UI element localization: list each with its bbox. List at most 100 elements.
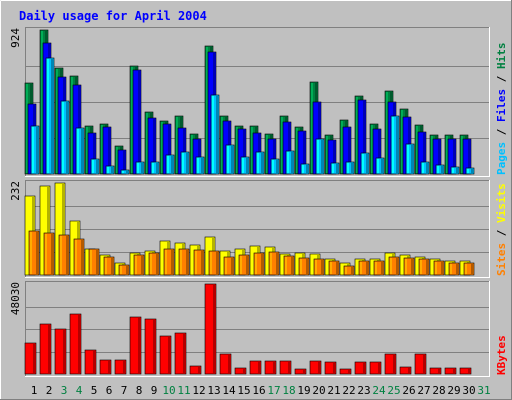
bar-sites-fill [103, 256, 115, 276]
bar-sites-fill [58, 234, 70, 276]
bar-hits-highlight [281, 117, 283, 173]
bar-sites-shadow [156, 254, 158, 274]
bar-files-highlight [344, 128, 346, 173]
bar-sites-fill [73, 238, 85, 276]
bar-pages-day-23 [360, 152, 370, 175]
bar-sites-highlight [225, 258, 227, 274]
bar-files-highlight [389, 103, 391, 173]
bar-files-shadow [423, 133, 425, 173]
bar-sites-fill [133, 254, 145, 276]
x-tick-label: 1 [31, 384, 38, 397]
bar-visits-highlight [71, 222, 73, 274]
bar-pages-day-4 [75, 127, 85, 175]
bar-kbytes-fill [459, 367, 472, 375]
bar-pages-day-2 [45, 57, 55, 175]
bar-kbytes-highlight [311, 362, 313, 373]
x-tick-label: 15 [237, 384, 250, 397]
bar-kbytes-shadow [93, 351, 95, 373]
bar-hits-highlight [446, 136, 448, 173]
bar-pages-day-21 [330, 162, 340, 175]
bar-pages-day-12 [195, 156, 205, 175]
bar-files-highlight [314, 103, 316, 173]
x-tick-label: 12 [192, 384, 205, 397]
bar-kbytes-day-8 [129, 316, 142, 375]
bar-pages-shadow [141, 163, 143, 173]
bar-pages-highlight [92, 160, 94, 173]
bar-sites-highlight [330, 262, 332, 274]
bar-files-shadow [123, 151, 125, 173]
bar-files-shadow [318, 103, 320, 173]
bar-files-shadow [363, 101, 365, 173]
bar-files-shadow [108, 128, 110, 173]
bar-pages-highlight [167, 156, 169, 173]
bar-kbytes-highlight [401, 368, 403, 373]
bar-visits-highlight [236, 250, 238, 274]
bar-kbytes-day-24 [369, 361, 382, 375]
bar-sites-day-23 [358, 260, 370, 276]
x-tick-label: 4 [76, 384, 83, 397]
bar-pages-fill [120, 169, 130, 175]
bar-visits-highlight [176, 244, 178, 274]
bar-pages-fill [315, 138, 325, 175]
bar-kbytes-shadow [453, 369, 455, 373]
bar-visits-shadow [47, 187, 49, 274]
bar-pages-shadow [366, 154, 368, 173]
bar-kbytes-highlight [56, 330, 58, 373]
bar-hits-highlight [341, 121, 343, 173]
bar-kbytes-day-1 [24, 342, 37, 375]
x-tick-label: 24 [372, 384, 386, 397]
bar-pages-shadow [381, 159, 383, 173]
bar-pages-highlight [407, 145, 409, 173]
bar-pages-highlight [107, 167, 109, 173]
bar-sites-highlight [195, 251, 197, 274]
bar-sites-fill [283, 255, 295, 276]
bar-hits-highlight [101, 125, 103, 173]
bar-sites-highlight [360, 262, 362, 274]
bar-sites-shadow [441, 262, 443, 274]
x-tick-label: 25 [387, 384, 400, 397]
bar-kbytes-day-10 [159, 335, 172, 375]
bar-pages-shadow [471, 169, 473, 173]
bar-sites-highlight [300, 259, 302, 274]
bar-pages-day-27 [420, 161, 430, 175]
bar-files-shadow [288, 123, 290, 173]
bar-sites-day-12 [193, 249, 205, 276]
bar-pages-fill [240, 156, 250, 175]
bar-kbytes-fill [54, 328, 67, 375]
bar-pages-shadow [111, 167, 113, 173]
bar-sites-fill [178, 248, 190, 276]
bar-sites-day-1 [28, 230, 40, 276]
bar-kbytes-highlight [386, 355, 388, 373]
bar-kbytes-shadow [288, 362, 290, 373]
bar-kbytes-highlight [71, 315, 73, 373]
bar-files-highlight [374, 130, 376, 173]
bar-pages-fill [30, 125, 40, 175]
x-tick-label: 18 [282, 384, 295, 397]
bar-kbytes-highlight [221, 355, 223, 373]
bar-files-highlight [464, 140, 466, 173]
bar-pages-fill [405, 143, 415, 175]
bar-files-highlight [359, 101, 361, 173]
x-tick-label: 23 [357, 384, 370, 397]
x-tick-label: 27 [417, 384, 430, 397]
bar-files-shadow [273, 140, 275, 173]
bar-kbytes-highlight [326, 363, 328, 373]
bar-sites-highlight [270, 253, 272, 274]
bar-kbytes-fill [144, 318, 157, 375]
bar-visits-highlight [281, 255, 283, 274]
bar-pages-highlight [317, 140, 319, 173]
bar-files-highlight [149, 119, 151, 173]
bar-sites-fill [88, 248, 100, 276]
bar-kbytes-fill [129, 316, 142, 375]
bar-pages-fill [360, 152, 370, 175]
bar-files-highlight [44, 44, 46, 173]
bar-kbytes-day-17 [264, 360, 277, 375]
bar-visits-highlight [86, 250, 88, 274]
bar-sites-shadow [471, 264, 473, 274]
visits-sites-legend: Sites / Visits [495, 183, 508, 276]
legend-separator: / [495, 69, 508, 89]
bar-files-highlight [449, 140, 451, 173]
bar-files-highlight [434, 140, 436, 173]
bar-pages-highlight [377, 159, 379, 173]
bar-pages-day-13 [210, 94, 220, 175]
